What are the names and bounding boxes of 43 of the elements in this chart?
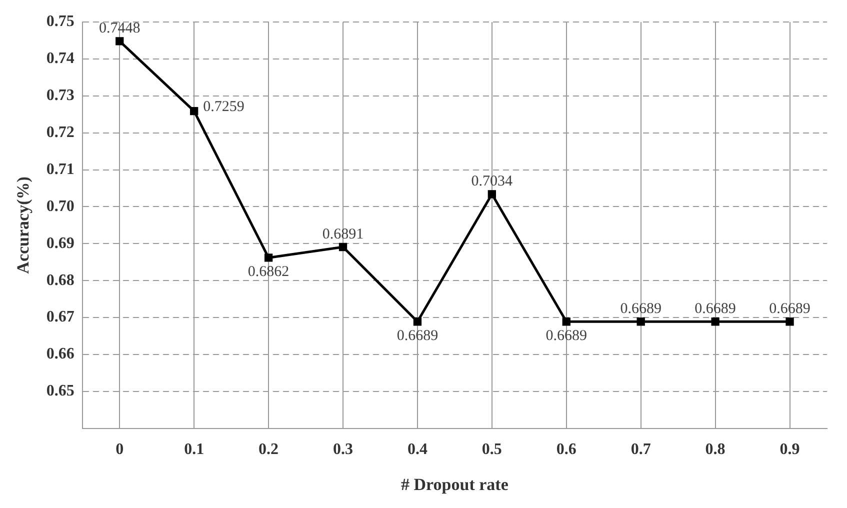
x-tick-label: 0.6: [556, 441, 576, 458]
y-tick-label: 0.67: [46, 308, 74, 326]
y-axis-title: Accuracy(%): [14, 176, 33, 274]
x-tick-label: 0: [116, 441, 124, 458]
x-tick-label: 0.5: [482, 441, 502, 458]
y-tick-label: 0.75: [46, 13, 74, 30]
point: [636, 318, 645, 326]
x-axis-title: # Dropout rate: [401, 475, 509, 494]
point: [786, 318, 794, 326]
x-tick-label: 0.7: [630, 441, 651, 458]
data-label: 0.7448: [99, 20, 140, 37]
y-tick-label: 0.65: [46, 382, 74, 400]
point: [338, 242, 348, 252]
x-tick-label: 0.3: [333, 441, 354, 458]
y-tick-label: 0.68: [46, 272, 74, 289]
x-tick-label: 0.4: [407, 441, 428, 458]
x-tick-label: 0.1: [184, 441, 204, 458]
y-tick-label: 0.73: [46, 87, 74, 104]
data-label: 0.7259: [203, 98, 244, 115]
point: [264, 254, 273, 262]
y-tick-label: 0.70: [46, 198, 74, 215]
data-label: 0.6689: [546, 328, 588, 344]
data-label: 0.6862: [248, 264, 290, 280]
y-tick-label: 0.66: [46, 346, 74, 363]
x-tick-label: 0.9: [780, 441, 800, 458]
point: [413, 318, 422, 326]
point: [190, 106, 198, 116]
x-tick-label: 0.2: [258, 441, 279, 458]
data-label: 0.6689: [620, 301, 662, 318]
x-tick-label: 0.8: [705, 441, 726, 458]
data-label: 0.6689: [769, 301, 810, 318]
y-tick-label: 0.74: [46, 50, 74, 68]
point: [116, 37, 124, 46]
data-label: 0.6689: [694, 301, 736, 318]
point: [562, 318, 570, 326]
y-tick-label: 0.72: [46, 124, 74, 141]
point: [711, 318, 720, 326]
data-label: 0.6689: [396, 328, 438, 344]
data-label: 0.6891: [322, 226, 364, 242]
y-tick-label: 0.71: [46, 160, 74, 178]
point: [488, 190, 496, 198]
data-label: 0.7034: [471, 174, 514, 190]
y-tick-label: 0.69: [46, 234, 74, 252]
